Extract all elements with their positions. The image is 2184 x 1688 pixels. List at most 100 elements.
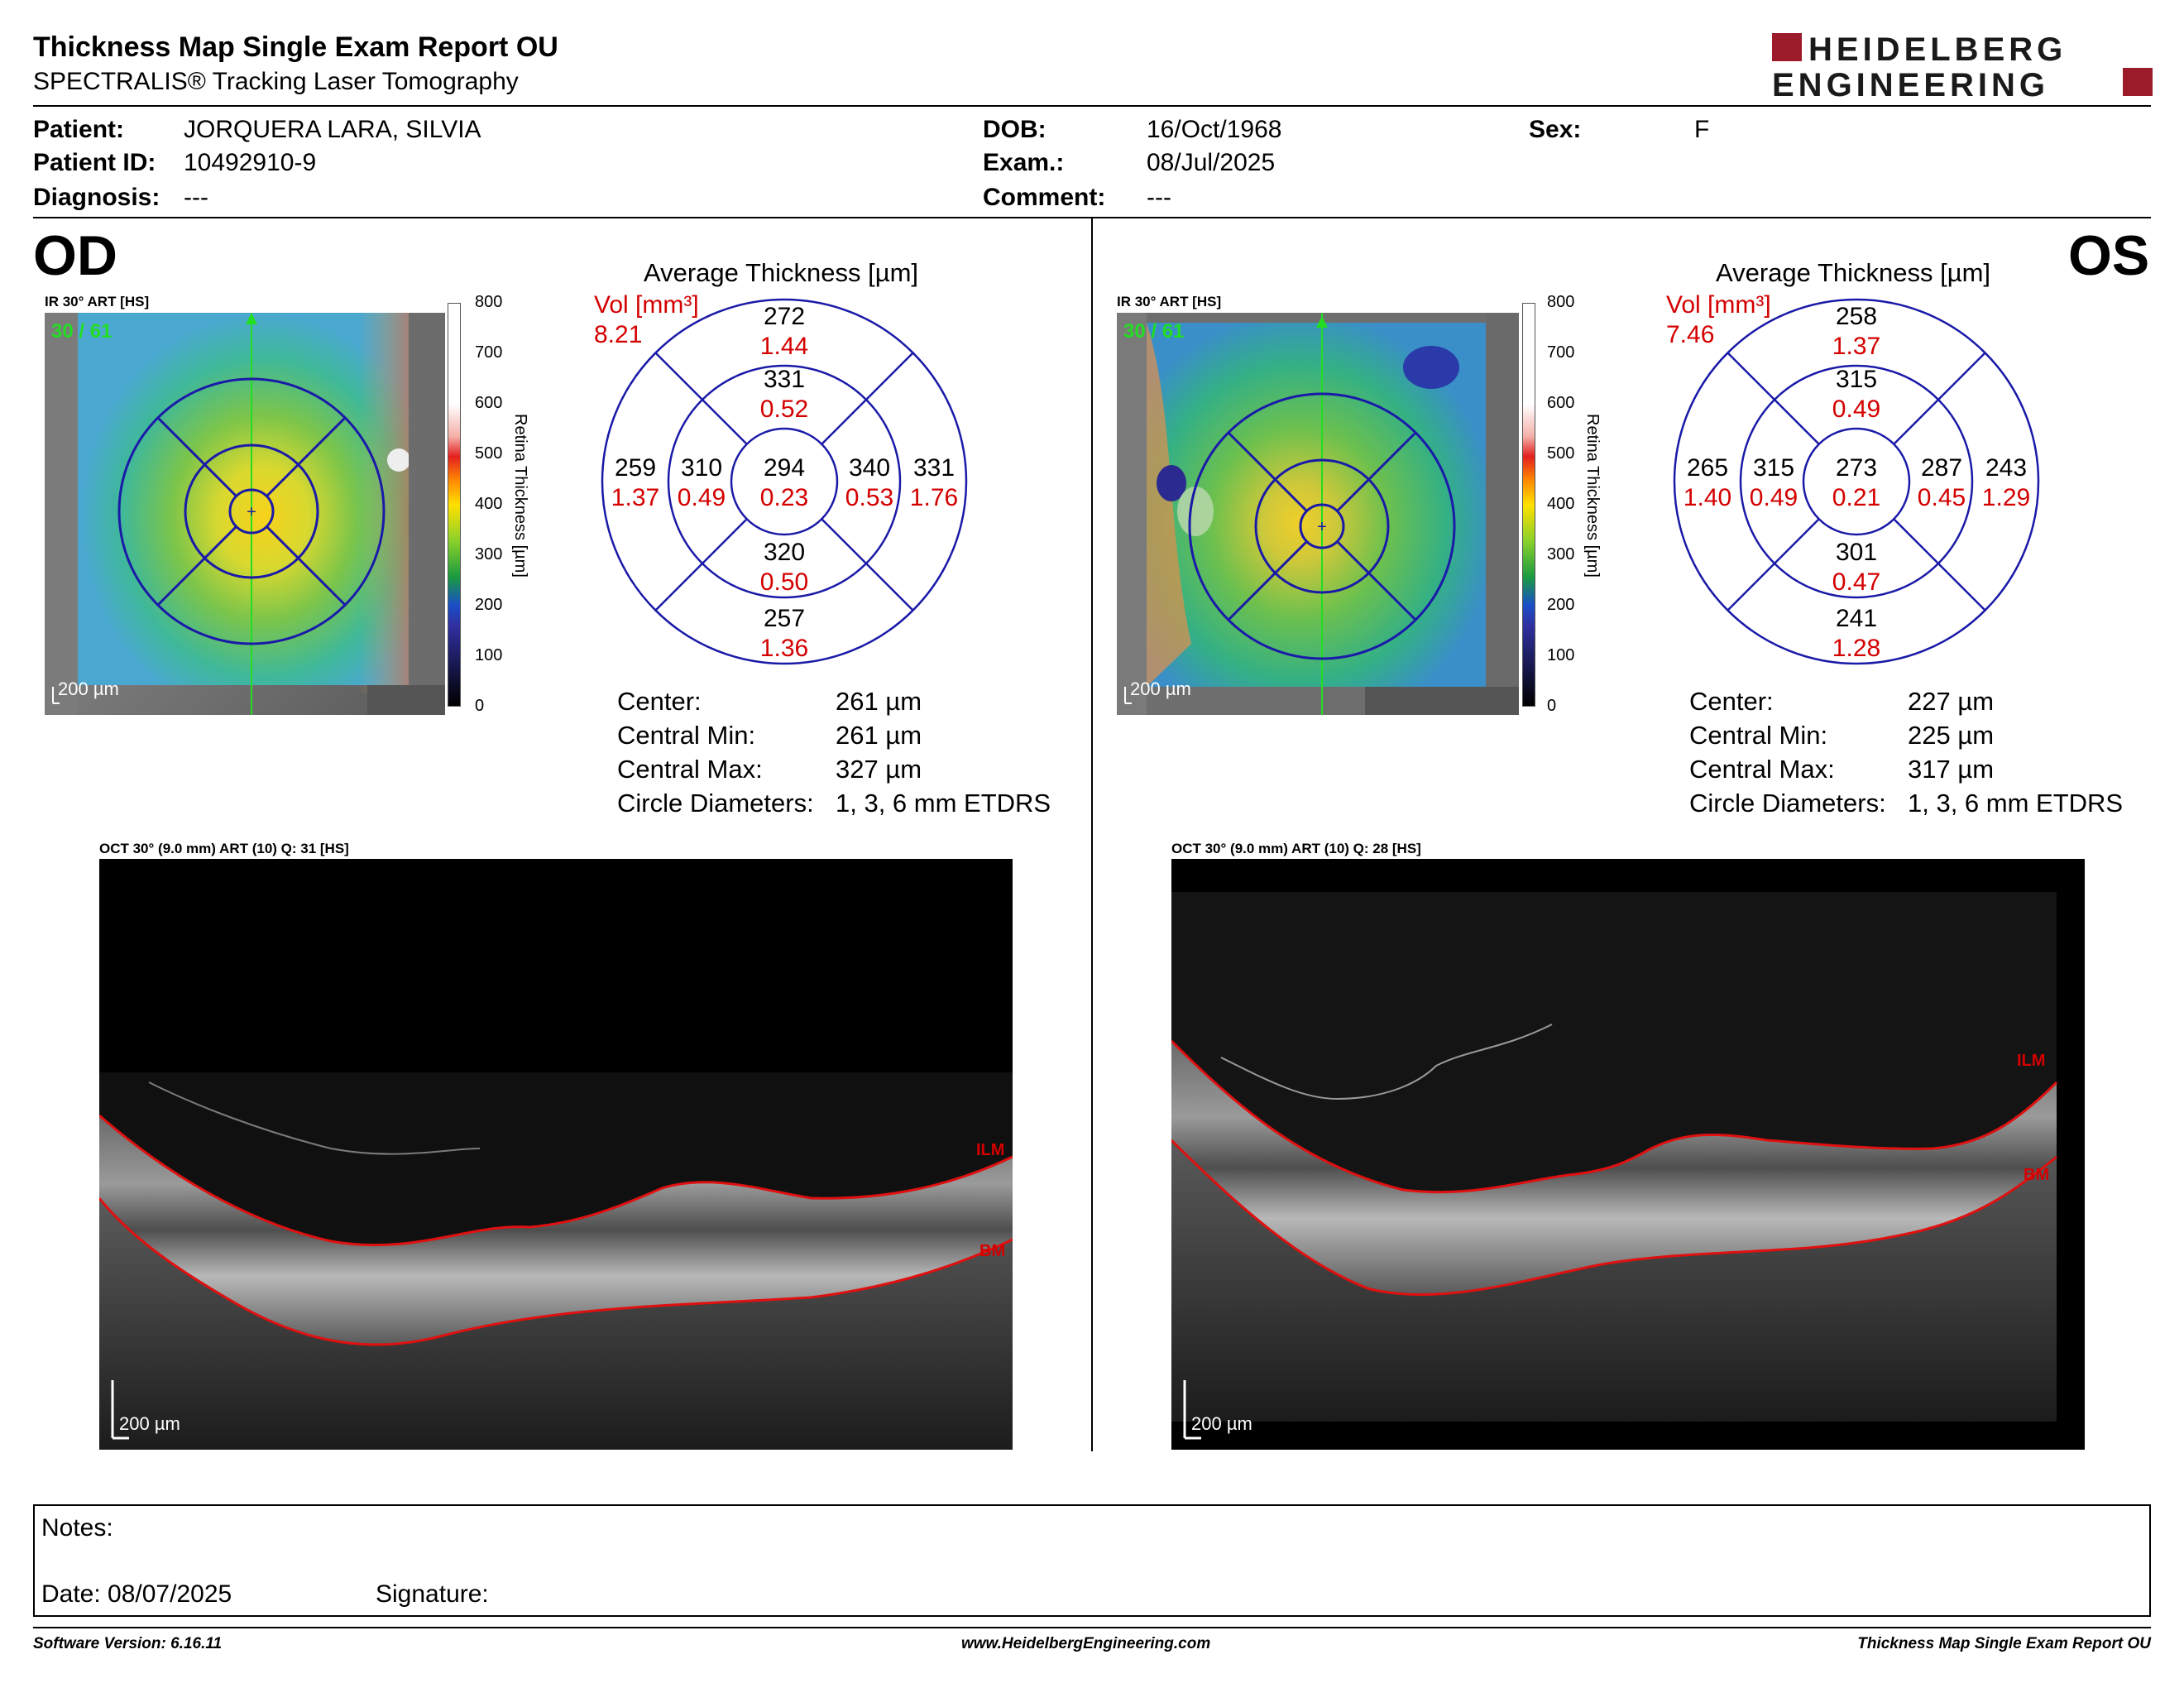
thickness-map-od[interactable]: + 30 / 61 200 µm	[45, 313, 445, 715]
sector-inner-superior-thickness: 315	[1836, 366, 1877, 393]
patient-id: 10492910-9	[184, 149, 317, 176]
scale-tick-od: 200	[475, 596, 503, 614]
scale-tick-os: 700	[1547, 343, 1575, 362]
sector-inner-temporal-thickness: 310	[681, 454, 722, 482]
footer-report-title: Thickness Map Single Exam Report OU	[1857, 1635, 2151, 1652]
ir-scalebar-od: 200 µm	[58, 679, 119, 699]
sector-outer-superior-thickness: 258	[1836, 303, 1877, 330]
sector-outer-temporal-thickness: 259	[615, 454, 656, 482]
sector-center-thickness: 273	[1836, 454, 1877, 482]
scale-tick-os: 0	[1547, 697, 1557, 715]
scale-tick-os: 300	[1547, 545, 1575, 563]
thickness-map-os[interactable]: + 30 / 61 200 µm	[1117, 313, 1519, 715]
sector-center-volume: 0.21	[1832, 484, 1880, 511]
sector-outer-inferior-volume: 1.28	[1832, 635, 1880, 662]
scale-tick-os: 500	[1547, 444, 1575, 463]
stat-min-label-od: Central Min:	[617, 721, 756, 750]
ilm-line-od	[99, 1114, 1013, 1247]
ir-label-os: IR 30° ART [HS]	[1117, 294, 1222, 309]
sector-outer-superior-thickness: 272	[764, 303, 805, 330]
ir-counter-os: 30 / 61	[1123, 320, 1184, 343]
color-scale-od	[448, 303, 461, 707]
sector-outer-nasal-thickness: 265	[1687, 454, 1728, 482]
logo-line-1: HEIDELBERG	[1808, 31, 2067, 68]
stat-center-value-os: 227 µm	[1908, 687, 1995, 716]
exam-value: 08/Jul/2025	[1147, 149, 1276, 176]
vol-value-os: 7.46	[1666, 321, 1715, 348]
stat-circle-value-os: 1, 3, 6 mm ETDRS	[1908, 789, 2124, 818]
diagnosis-label: Diagnosis:	[33, 184, 160, 211]
stat-min-label-os: Central Min:	[1689, 721, 1828, 750]
stat-center-label-od: Center:	[617, 687, 702, 716]
website-link[interactable]: www.HeidelbergEngineering.com	[961, 1635, 1211, 1652]
svg-text:+: +	[1317, 518, 1327, 536]
sector-outer-temporal-volume: 1.37	[611, 484, 659, 511]
sector-inner-nasal-volume: 0.53	[845, 484, 893, 511]
etdrs-grid-os: 258 1.37 315 0.49 265 1.40 315 0.49 273 …	[1666, 290, 2047, 670]
sector-inner-nasal-thickness: 340	[849, 454, 890, 482]
sector-inner-superior-volume: 0.49	[1832, 396, 1880, 423]
ilm-line-os	[1171, 1039, 2058, 1194]
header-divider	[33, 105, 2151, 107]
patient-name: JORQUERA LARA, SILVIA	[184, 116, 481, 143]
oct-bscan-od[interactable]: ILM BM 200 µm	[99, 859, 1013, 1450]
oct-scalebar-od: 200 µm	[119, 1413, 180, 1434]
stat-center-value-od: 261 µm	[836, 687, 922, 716]
footer-divider	[33, 1627, 2151, 1628]
sector-inner-inferior-thickness: 301	[1836, 539, 1877, 566]
sector-outer-superior-volume: 1.37	[1832, 333, 1880, 360]
etdrs-grid-od: 272 1.44 331 0.52 259 1.37 310 0.49 294 …	[594, 290, 975, 670]
sector-outer-inferior-thickness: 257	[764, 605, 805, 632]
vol-value-od: 8.21	[594, 321, 643, 348]
stat-max-label-os: Central Max:	[1689, 755, 1835, 784]
sector-inner-superior-volume: 0.52	[760, 396, 808, 423]
oct-bscan-os[interactable]: ILM BM 200 µm	[1171, 859, 2085, 1450]
report-title: Thickness Map Single Exam Report OU	[33, 31, 558, 63]
eye-divider	[1091, 218, 1093, 1451]
scale-tick-od: 700	[475, 343, 503, 362]
stat-max-value-od: 327 µm	[836, 755, 922, 784]
sector-outer-superior-volume: 1.44	[760, 333, 808, 360]
logo-line-2: ENGINEERING	[1772, 67, 2049, 101]
sector-outer-nasal-volume: 1.40	[1684, 484, 1731, 511]
bm-line-od	[99, 1197, 1013, 1346]
patient-label: Patient:	[33, 116, 125, 143]
bm-line-os	[1171, 1139, 2057, 1297]
scale-title-od: Retina Thickness [µm]	[511, 414, 529, 578]
stat-max-value-os: 317 µm	[1908, 755, 1995, 784]
sector-inner-nasal-volume: 0.49	[1750, 484, 1798, 511]
ilm-label-os: ILM	[2017, 1052, 2045, 1070]
exam-label: Exam.:	[983, 149, 1065, 176]
comment-value: ---	[1147, 184, 1171, 211]
sector-inner-temporal-volume: 0.49	[678, 484, 726, 511]
heidelberg-logo: HEIDELBERG ENGINEERING	[1772, 31, 2153, 101]
stat-circle-label-od: Circle Diameters:	[617, 789, 814, 818]
software-version: Software Version: 6.16.11	[33, 1635, 223, 1652]
ir-label-od: IR 30° ART [HS]	[45, 294, 150, 309]
bm-label-os: BM	[2024, 1166, 2049, 1184]
stat-max-label-od: Central Max:	[617, 755, 763, 784]
oct-label-od: OCT 30° (9.0 mm) ART (10) Q: 31 [HS]	[99, 841, 349, 856]
scale-tick-od: 600	[475, 394, 503, 412]
sector-outer-nasal-volume: 1.76	[910, 484, 958, 511]
sex-label: Sex:	[1529, 116, 1582, 143]
color-scale-os	[1522, 303, 1535, 707]
sector-outer-temporal-volume: 1.29	[1982, 484, 2030, 511]
sector-outer-temporal-thickness: 243	[1985, 454, 2027, 482]
eye-label-od: OD	[33, 224, 117, 287]
scan-arrow-os	[1316, 316, 1328, 328]
scale-tick-od: 0	[475, 697, 485, 715]
ir-counter-od: 30 / 61	[51, 320, 112, 343]
bm-label-od: BM	[979, 1242, 1005, 1260]
scale-tick-od: 500	[475, 444, 503, 463]
notes-label: Notes:	[41, 1514, 113, 1542]
diagnosis-value: ---	[184, 184, 208, 211]
scale-tick-os: 100	[1547, 646, 1575, 664]
stat-circle-label-os: Circle Diameters:	[1689, 789, 1886, 818]
sector-inner-inferior-volume: 0.47	[1832, 568, 1880, 596]
scale-tick-od: 300	[475, 545, 503, 563]
date-label: Date: 08/07/2025	[41, 1580, 232, 1608]
oct-scalebar-os: 200 µm	[1191, 1413, 1252, 1434]
eye-label-os: OS	[2068, 224, 2150, 287]
notes-box[interactable]: Notes: Date: 08/07/2025 Signature:	[33, 1504, 2151, 1617]
